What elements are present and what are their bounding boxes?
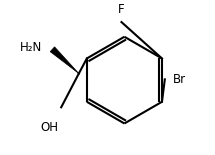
Text: OH: OH xyxy=(40,121,58,134)
Text: Br: Br xyxy=(173,73,186,86)
Polygon shape xyxy=(50,47,79,73)
Text: F: F xyxy=(118,3,125,16)
Text: H₂N: H₂N xyxy=(20,41,42,54)
